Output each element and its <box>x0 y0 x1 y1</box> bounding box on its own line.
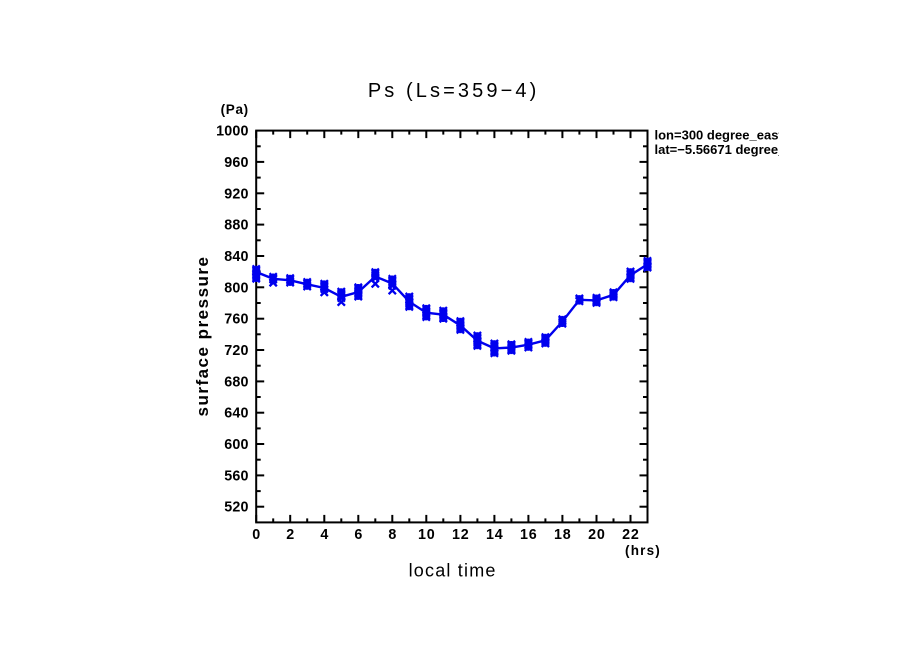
svg-text:960: 960 <box>224 155 248 171</box>
svg-text:760: 760 <box>224 312 248 328</box>
svg-text:(hrs): (hrs) <box>625 543 661 558</box>
svg-text:lat=−5.56671 degree_north: lat=−5.56671 degree_north <box>655 142 819 157</box>
svg-text:920: 920 <box>224 186 248 202</box>
svg-text:0: 0 <box>252 527 261 543</box>
svg-text:4: 4 <box>320 527 329 543</box>
svg-text:16: 16 <box>520 527 538 543</box>
svg-text:720: 720 <box>224 343 248 359</box>
svg-text:14: 14 <box>486 527 504 543</box>
svg-text:6: 6 <box>354 527 363 543</box>
svg-text:840: 840 <box>224 249 248 265</box>
svg-text:640: 640 <box>224 406 248 422</box>
svg-text:800: 800 <box>224 280 248 296</box>
svg-text:680: 680 <box>224 374 248 390</box>
svg-text:22: 22 <box>622 527 640 543</box>
svg-text:18: 18 <box>554 527 572 543</box>
svg-text:600: 600 <box>224 437 248 453</box>
svg-text:880: 880 <box>224 218 248 234</box>
svg-text:20: 20 <box>588 527 606 543</box>
svg-text:520: 520 <box>224 500 248 516</box>
svg-text:local time: local time <box>409 561 497 581</box>
svg-text:2: 2 <box>286 527 295 543</box>
svg-text:12: 12 <box>452 527 470 543</box>
svg-text:Ps (Ls=359−4): Ps (Ls=359−4) <box>368 80 540 102</box>
svg-text:(Pa): (Pa) <box>221 102 249 117</box>
svg-text:8: 8 <box>388 527 397 543</box>
svg-text:1000: 1000 <box>216 124 249 140</box>
svg-text:10: 10 <box>418 527 436 543</box>
svg-text:lon=300 degree_east: lon=300 degree_east <box>655 128 784 143</box>
svg-text:560: 560 <box>224 468 248 484</box>
svg-text:surface pressure: surface pressure <box>193 255 212 416</box>
